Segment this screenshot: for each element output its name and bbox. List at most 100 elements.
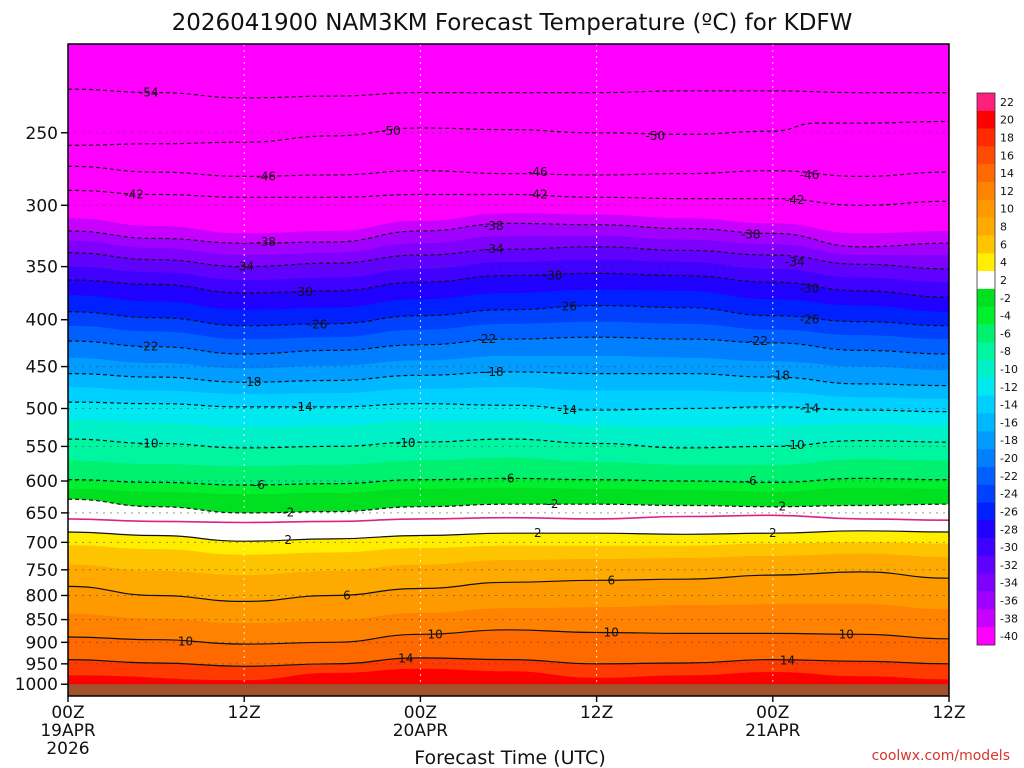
contour-label: -6 bbox=[745, 474, 757, 488]
contour-label: -54 bbox=[139, 86, 159, 100]
contour-line bbox=[68, 88, 949, 99]
contour-label: -6 bbox=[253, 478, 265, 492]
contour-label: -42 bbox=[785, 193, 805, 207]
contour-label: -14 bbox=[293, 400, 313, 414]
colorbar-swatch bbox=[977, 288, 995, 307]
y-tick-label: 700 bbox=[26, 533, 58, 553]
colorbar-label: -22 bbox=[1000, 470, 1018, 483]
colorbar-swatch bbox=[977, 484, 995, 503]
colorbar-swatch bbox=[977, 360, 995, 379]
y-tick-label: 500 bbox=[26, 400, 58, 420]
colorbar-label: -34 bbox=[1000, 577, 1018, 590]
colorbar-label: -2 bbox=[1000, 292, 1011, 305]
colorbar-label: 18 bbox=[1000, 132, 1014, 145]
contour-label: -26 bbox=[800, 313, 820, 327]
contour-label: -22 bbox=[477, 332, 497, 346]
colorbar-label: -18 bbox=[1000, 434, 1018, 447]
colorbar-label: -30 bbox=[1000, 541, 1018, 554]
contour-line bbox=[68, 477, 949, 486]
colorbar-label: 14 bbox=[1000, 167, 1014, 180]
x-tick-label: 19APR bbox=[40, 721, 96, 741]
contour-label: -10 bbox=[396, 436, 416, 450]
y-tick-label: 250 bbox=[26, 124, 58, 144]
colorbar-swatch bbox=[977, 466, 995, 486]
grid-lines bbox=[68, 44, 949, 696]
contour-label: -30 bbox=[543, 269, 563, 283]
contour-label: -2 bbox=[774, 500, 786, 514]
x-tick-label: 00Z bbox=[404, 703, 437, 723]
credit-text: coolwx.com/models bbox=[872, 748, 1010, 764]
colorbar-label: -32 bbox=[1000, 559, 1018, 572]
contour-label: 6 bbox=[607, 573, 615, 587]
colorbar-label: 10 bbox=[1000, 203, 1014, 216]
contour-label: -22 bbox=[748, 334, 768, 348]
contour-line bbox=[68, 222, 949, 248]
colorbar-swatch bbox=[977, 271, 995, 290]
plot-area: -54-50 -50-46 -46 -46-42 -42 -42-38-38-38-34-… bbox=[67, 43, 950, 697]
x-tick-label: 21APR bbox=[745, 721, 801, 741]
contour-label: -38 bbox=[741, 228, 761, 242]
colorbar-swatch bbox=[977, 573, 995, 592]
contour-label: 10 bbox=[178, 634, 193, 648]
colorbar-label: -10 bbox=[1000, 363, 1018, 376]
colorbar-label: -38 bbox=[1000, 612, 1018, 625]
temperature-band bbox=[68, 44, 949, 234]
contour-line bbox=[68, 530, 949, 542]
contour-label: -14 bbox=[557, 403, 577, 417]
contour-label: -18 bbox=[484, 365, 504, 379]
y-tick-label: 400 bbox=[26, 311, 58, 331]
colorbar-swatch bbox=[977, 235, 995, 254]
y-axis: 2503003504004505005506006507007508008509… bbox=[15, 124, 68, 695]
contour-label: 14 bbox=[398, 651, 413, 665]
colorbar-label: -4 bbox=[1000, 310, 1011, 323]
contour-label: -2 bbox=[282, 505, 294, 519]
colorbar-label: 12 bbox=[1000, 185, 1014, 198]
contour-label: -34 bbox=[785, 255, 805, 269]
plot-frame bbox=[67, 43, 950, 697]
y-tick-label: 600 bbox=[26, 472, 58, 492]
colorbar-swatch bbox=[977, 627, 995, 646]
colorbar-swatch bbox=[977, 431, 995, 450]
contour-label: 10 bbox=[427, 627, 442, 641]
x-tick-label: 12Z bbox=[932, 703, 965, 723]
contour-line bbox=[68, 165, 949, 178]
contour-label: -38 bbox=[484, 219, 504, 233]
colorbar-swatch bbox=[977, 502, 995, 521]
y-tick-label: 450 bbox=[26, 358, 58, 378]
colorbar-label: -12 bbox=[1000, 381, 1018, 394]
x-tick-label: 2026 bbox=[46, 739, 89, 759]
colorbar-swatch bbox=[977, 520, 995, 539]
colorbar-label: 20 bbox=[1000, 114, 1014, 127]
y-tick-label: 550 bbox=[26, 437, 58, 457]
contour-label: -26 bbox=[557, 300, 577, 314]
x-tick-label: 00Z bbox=[51, 703, 84, 723]
contour-line bbox=[68, 657, 949, 667]
contour-line bbox=[68, 304, 949, 327]
colorbar-label: -26 bbox=[1000, 505, 1018, 518]
colorbar-swatch bbox=[977, 93, 995, 112]
contour-line bbox=[68, 120, 949, 146]
colorbar-swatch bbox=[977, 449, 995, 468]
contour-label: -46 bbox=[800, 168, 820, 182]
contour-label: 2 bbox=[534, 526, 542, 540]
chart-title: 2026041900 NAM3KM Forecast Temperature (… bbox=[172, 10, 853, 36]
colorbar-swatch bbox=[977, 538, 995, 557]
colorbar-swatch bbox=[977, 164, 995, 183]
contour-label: -50 bbox=[646, 129, 666, 143]
x-tick-label: 12Z bbox=[580, 703, 613, 723]
contour-line bbox=[68, 629, 949, 645]
colorbar-swatch bbox=[977, 395, 995, 414]
contour-line bbox=[68, 571, 949, 603]
colorbar-swatch bbox=[977, 342, 995, 361]
colorbar-swatch bbox=[977, 182, 995, 201]
contour-label: -50 bbox=[381, 124, 401, 138]
colorbar-label: 6 bbox=[1000, 238, 1007, 251]
contour-label: 14 bbox=[780, 653, 795, 667]
colorbar-swatch bbox=[977, 555, 995, 575]
contour-label: -46 bbox=[256, 169, 276, 183]
colorbar-label: 4 bbox=[1000, 256, 1007, 269]
ground-below-surface bbox=[68, 684, 949, 696]
contour-lines bbox=[68, 88, 949, 667]
